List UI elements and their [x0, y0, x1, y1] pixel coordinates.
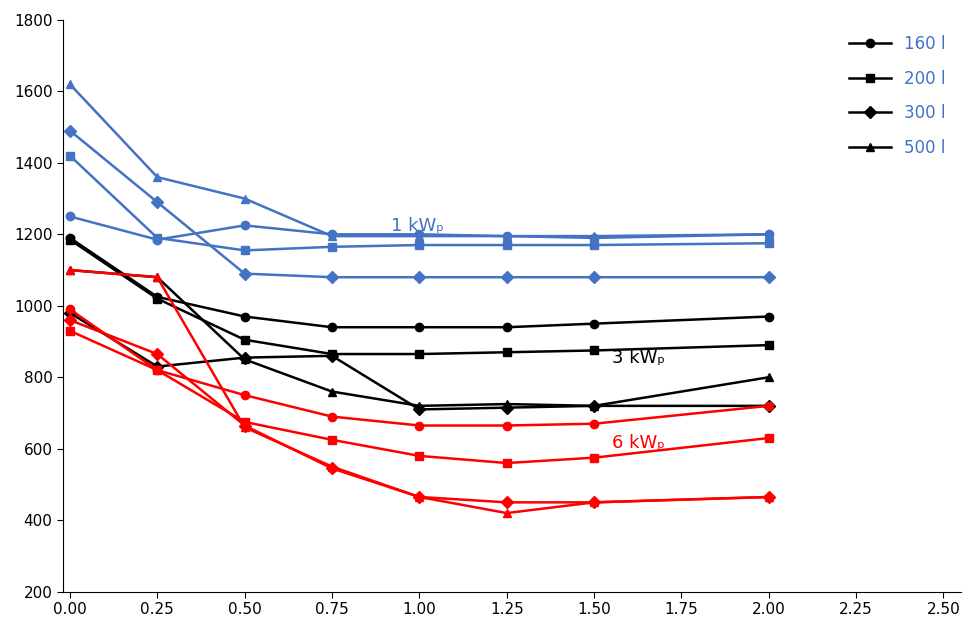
- Text: 3 kWₚ: 3 kWₚ: [612, 348, 664, 367]
- Legend: 160 l, 200 l, 300 l, 500 l: 160 l, 200 l, 300 l, 500 l: [843, 28, 953, 163]
- Text: 1 kWₚ: 1 kWₚ: [392, 218, 445, 235]
- Text: 6 kWₚ: 6 kWₚ: [612, 434, 664, 452]
